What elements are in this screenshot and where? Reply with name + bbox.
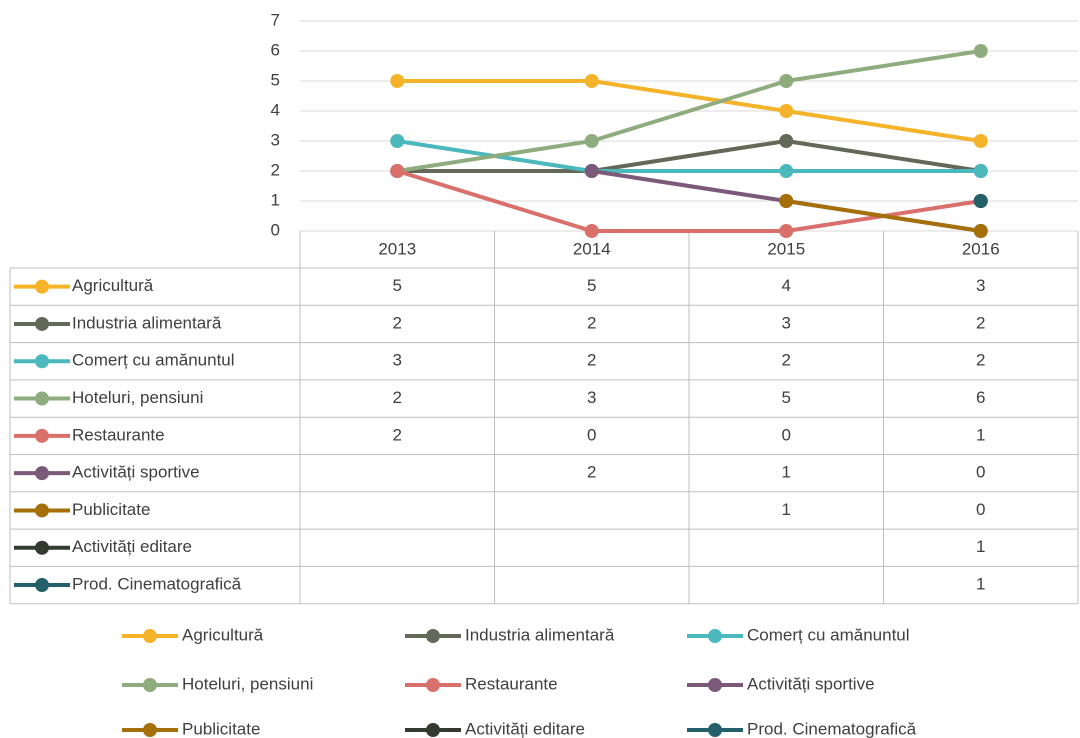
table-value: 2 xyxy=(587,313,596,332)
table-series-name: Prod. Cinematografică xyxy=(72,575,242,594)
table-key-marker xyxy=(35,503,49,518)
legend-key-marker xyxy=(426,629,440,643)
legend-key-marker xyxy=(708,723,722,737)
legend-label: Prod. Cinematografică xyxy=(747,719,917,738)
table-series-name: Hoteluri, pensiuni xyxy=(72,388,203,407)
table-value: 0 xyxy=(782,425,791,444)
y-tick-label: 1 xyxy=(271,190,280,209)
series-line xyxy=(396,49,982,173)
y-tick-label: 0 xyxy=(271,220,280,239)
table-value: 2 xyxy=(587,351,596,370)
table-value: 0 xyxy=(976,500,985,519)
data-point xyxy=(973,134,988,148)
table-value: 1 xyxy=(976,575,985,594)
table-value: 5 xyxy=(782,388,791,407)
data-point xyxy=(584,164,599,178)
legend-label: Hoteluri, pensiuni xyxy=(182,674,313,693)
table-key-marker xyxy=(35,428,49,443)
data-point xyxy=(390,134,405,148)
table-value: 2 xyxy=(393,425,402,444)
table-value: 5 xyxy=(393,276,402,295)
legend-key-marker xyxy=(143,629,157,643)
table-key-marker xyxy=(35,279,49,294)
table-value: 6 xyxy=(976,388,985,407)
legend-key-marker xyxy=(426,678,440,692)
data-point xyxy=(390,164,405,178)
table-value: 2 xyxy=(976,313,985,332)
table-key-marker xyxy=(35,391,49,406)
legend-label: Activități editare xyxy=(465,719,585,738)
legend-label: Industria alimentară xyxy=(465,625,615,644)
legend-key-marker xyxy=(143,678,157,692)
data-point xyxy=(779,74,794,88)
table-value: 2 xyxy=(976,351,985,370)
table-value: 2 xyxy=(393,313,402,332)
data-point xyxy=(973,194,988,208)
table-series-name: Activități editare xyxy=(72,537,192,556)
x-tick-label: 2013 xyxy=(378,239,416,258)
table-series-name: Comerț cu amănuntul xyxy=(72,351,235,370)
data-point xyxy=(973,44,988,58)
data-point xyxy=(779,104,794,118)
table-series-name: Industria alimentară xyxy=(72,313,222,332)
table-value: 1 xyxy=(976,537,985,556)
table-value: 2 xyxy=(782,351,791,370)
series-line xyxy=(785,199,982,233)
legend-label: Comerț cu amănuntul xyxy=(747,625,910,644)
y-tick-label: 5 xyxy=(271,70,280,89)
table-series-name: Agricultură xyxy=(72,276,154,295)
series-line xyxy=(397,139,982,173)
data-point xyxy=(390,74,405,88)
table-key-marker xyxy=(35,466,49,481)
legend-key-marker xyxy=(143,723,157,737)
table-value: 2 xyxy=(587,463,596,482)
table-key-marker xyxy=(35,316,49,331)
table-key-marker xyxy=(35,354,49,369)
table-key-marker xyxy=(35,540,49,555)
table-value: 1 xyxy=(976,425,985,444)
data-point xyxy=(779,224,794,238)
table-value: 3 xyxy=(976,276,985,295)
y-tick-label: 3 xyxy=(271,130,280,149)
legend-label: Publicitate xyxy=(182,719,260,738)
legend-label: Agricultură xyxy=(182,625,264,644)
data-point xyxy=(973,224,988,238)
data-point xyxy=(584,224,599,238)
y-tick-label: 2 xyxy=(271,160,280,179)
table-series-name: Restaurante xyxy=(72,425,165,444)
table-series-name: Publicitate xyxy=(72,500,150,519)
table-value: 3 xyxy=(393,351,402,370)
table-value: 3 xyxy=(782,313,791,332)
legend-key-marker xyxy=(708,629,722,643)
data-point xyxy=(584,74,599,88)
table-value: 2 xyxy=(393,388,402,407)
data-point xyxy=(973,164,988,178)
x-tick-label: 2014 xyxy=(573,239,611,258)
table-value: 4 xyxy=(782,276,791,295)
table-key-marker xyxy=(35,578,49,593)
table-value: 1 xyxy=(782,500,791,519)
table-value: 0 xyxy=(587,425,596,444)
legend-label: Restaurante xyxy=(465,674,558,693)
series-line xyxy=(397,79,982,143)
legend-key-marker xyxy=(708,678,722,692)
x-tick-label: 2016 xyxy=(962,239,1000,258)
data-point xyxy=(779,164,794,178)
x-tick-label: 2015 xyxy=(767,239,805,258)
table-value: 3 xyxy=(587,388,596,407)
y-tick-label: 6 xyxy=(271,40,280,59)
table-value: 5 xyxy=(587,276,596,295)
data-point xyxy=(779,134,794,148)
table-value: 1 xyxy=(782,463,791,482)
table-series-name: Activități sportive xyxy=(72,463,200,482)
y-tick-label: 7 xyxy=(271,10,280,29)
data-point xyxy=(584,134,599,148)
legend-label: Activități sportive xyxy=(747,674,875,693)
legend-key-marker xyxy=(426,723,440,737)
data-point xyxy=(779,194,794,208)
table-value: 0 xyxy=(976,463,985,482)
y-tick-label: 4 xyxy=(271,100,280,119)
